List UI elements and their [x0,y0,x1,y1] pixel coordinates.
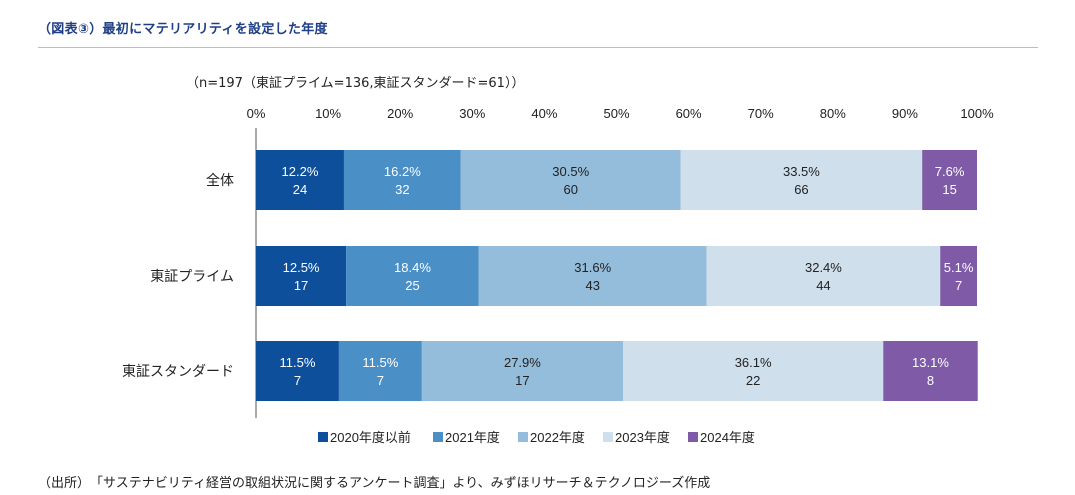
data-label-percent: 30.5% [552,164,589,179]
bar-segment [478,246,707,306]
data-label-percent: 27.9% [504,355,541,370]
data-label-percent: 36.1% [735,355,772,370]
data-label-count: 7 [955,278,962,293]
bar-segment [460,150,681,210]
legend-label: 2024年度 [700,430,755,445]
data-label-percent: 33.5% [783,164,820,179]
data-label-count: 17 [294,278,308,293]
bar-segment [922,150,977,210]
x-tick-label: 40% [531,106,557,121]
data-label-count: 25 [405,278,419,293]
x-tick-label: 20% [387,106,413,121]
bar-segment [256,341,339,401]
data-label-percent: 12.2% [282,164,319,179]
data-label-percent: 5.1% [944,260,974,275]
data-label-count: 24 [293,182,307,197]
legend-swatch [688,432,698,442]
legend-label: 2021年度 [445,430,500,445]
legend-label: 2020年度以前 [330,430,411,445]
x-tick-label: 90% [892,106,918,121]
category-label: 全体 [206,172,234,188]
data-label-count: 32 [395,182,409,197]
source-note: （出所） 「サステナビリティ経営の取組状況に関するアンケート調査」より、みずほリ… [38,476,711,491]
x-tick-label: 60% [676,106,702,121]
data-label-count: 15 [942,182,956,197]
x-tick-label: 50% [603,106,629,121]
data-label-percent: 16.2% [384,164,421,179]
data-label-count: 60 [563,182,577,197]
legend-swatch [518,432,528,442]
title-divider [38,47,1038,48]
x-tick-label: 70% [748,106,774,121]
x-tick-label: 80% [820,106,846,121]
bar-segment [680,150,923,210]
bar-segment [256,246,347,306]
data-label-count: 7 [294,373,301,388]
x-tick-label: 100% [960,106,994,121]
bar-segment [883,341,978,401]
chart-title: （図表③）最初にマテリアリティを設定した年度 [38,22,328,37]
category-label: 東証プライム [150,268,234,284]
data-label-percent: 32.4% [805,260,842,275]
bar-segment [706,246,941,306]
x-tick-label: 10% [315,106,341,121]
data-label-percent: 18.4% [394,260,431,275]
bar-segment [940,246,977,306]
x-tick-label: 30% [459,106,485,121]
data-label-percent: 7.6% [935,164,965,179]
bar-segment [346,246,479,306]
data-label-count: 22 [746,373,760,388]
bar-segment [256,150,344,210]
data-label-percent: 11.5% [362,355,398,370]
x-tick-label: 0% [247,106,266,121]
data-label-count: 17 [515,373,529,388]
data-label-percent: 12.5% [283,260,320,275]
legend-label: 2023年度 [615,430,670,445]
bar-segment [622,341,884,401]
legend-swatch [603,432,613,442]
data-label-count: 7 [377,373,384,388]
data-label-count: 43 [585,278,599,293]
bar-segment [343,150,461,210]
category-label: 東証スタンダード [122,363,234,379]
bar-segment [421,341,623,401]
data-label-count: 66 [794,182,808,197]
data-label-percent: 31.6% [574,260,611,275]
bar-segment [338,341,422,401]
data-label-count: 44 [816,278,830,293]
data-label-count: 8 [927,373,934,388]
legend-swatch [318,432,328,442]
data-label-percent: 13.1% [912,355,949,370]
sample-size-note: （n=197（東証プライム=136,東証スタンダード=61）） [186,76,525,91]
data-label-percent: 11.5% [280,355,316,370]
legend-swatch [433,432,443,442]
legend-label: 2022年度 [530,430,585,445]
